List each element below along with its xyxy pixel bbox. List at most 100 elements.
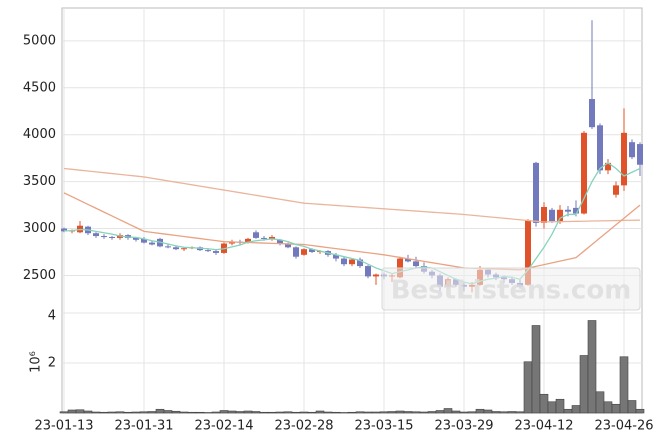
candle-body <box>61 228 67 232</box>
volume-bar <box>531 325 541 414</box>
volume-bar <box>619 356 629 414</box>
volume-bar <box>419 411 429 414</box>
volume-bar <box>411 411 421 414</box>
volume-bar <box>611 403 621 414</box>
watermark: BestListens.com <box>381 267 641 311</box>
volume-bar <box>107 411 117 414</box>
y-tick-label: 4 <box>48 309 56 324</box>
y-tick-label: 2 <box>48 356 56 371</box>
moving-average-line <box>63 167 641 223</box>
volume-scale-label: 10⁶ <box>29 351 44 373</box>
volume-bar <box>339 412 349 414</box>
candle-body <box>533 162 539 223</box>
volume-bar <box>555 398 565 414</box>
candle-body <box>149 242 155 245</box>
candle-body <box>573 207 579 214</box>
candle-body <box>605 162 611 171</box>
volume-bar <box>115 411 125 414</box>
volume-bar <box>91 411 101 414</box>
candle-body <box>101 236 107 238</box>
volume-bar <box>347 411 357 414</box>
volume-bar <box>299 411 309 414</box>
volume-bar <box>539 393 549 414</box>
volume-bar <box>83 410 93 414</box>
candle-body <box>213 251 219 253</box>
volume-bar <box>443 408 453 414</box>
volume-bar <box>155 408 165 414</box>
candle-body <box>253 232 259 238</box>
candle-body <box>277 239 283 244</box>
volume-bar <box>435 410 445 414</box>
candle-body <box>93 233 99 237</box>
volume-bar <box>315 410 325 414</box>
volume-bar <box>67 409 77 414</box>
volume-bar <box>579 355 589 414</box>
volume-bar <box>251 411 261 414</box>
candle-body <box>165 246 171 248</box>
y-tick-label: 5000 <box>23 33 56 48</box>
volume-bar <box>451 410 461 414</box>
volume-bar <box>355 411 365 414</box>
volume-bar <box>395 410 405 414</box>
x-tick-label: 23-01-13 <box>34 419 93 434</box>
moving-average-line <box>63 162 641 285</box>
candle-body <box>637 144 643 165</box>
x-tick-label: 23-04-26 <box>594 419 653 434</box>
volume-bar <box>563 408 573 414</box>
candle-body <box>229 241 235 244</box>
x-tick-label: 23-01-31 <box>114 419 173 434</box>
candle-body <box>173 247 179 250</box>
volume-bar <box>275 411 285 414</box>
candle-body <box>205 250 211 252</box>
candle-body <box>413 261 419 267</box>
volume-bar <box>235 411 245 414</box>
volume-bar <box>635 408 645 414</box>
volume-bar <box>483 409 493 414</box>
volume-bar <box>603 401 613 414</box>
volume-bar <box>571 405 581 414</box>
volume-bar <box>99 411 109 414</box>
x-tick-label: 23-03-29 <box>434 419 493 434</box>
volume-bar <box>499 411 509 414</box>
candle-body <box>541 206 547 223</box>
volume-bar <box>523 361 533 414</box>
volume-bar <box>123 411 133 414</box>
watermark-box <box>381 267 641 311</box>
volume-bar <box>307 411 317 414</box>
candle-body <box>285 243 291 248</box>
candle-body <box>621 132 627 186</box>
volume-bar <box>267 411 277 414</box>
volume-bar <box>291 411 301 414</box>
volume-bar <box>595 391 605 414</box>
candle-body <box>301 249 307 255</box>
candle-body <box>333 254 339 259</box>
x-tick-label: 23-02-28 <box>274 419 333 434</box>
volume-bar <box>195 411 205 414</box>
volume-bar <box>227 410 237 414</box>
volume-bar <box>131 411 141 414</box>
volume-bar <box>371 411 381 414</box>
candle-body <box>629 142 635 158</box>
x-tick-label: 23-03-15 <box>354 419 413 434</box>
candle-body <box>269 236 275 239</box>
volume-bar <box>187 411 197 414</box>
volume-bar <box>219 410 229 414</box>
x-tick-label: 23-02-14 <box>194 419 253 434</box>
candle-body <box>141 238 147 243</box>
candle-body <box>565 209 571 212</box>
volume-bar <box>203 412 213 414</box>
volume-bar <box>379 411 389 414</box>
volume-bar <box>243 410 253 414</box>
volume-bar <box>387 411 397 414</box>
candle-body <box>341 258 347 265</box>
volume-bar <box>547 401 557 414</box>
volume-bar <box>259 411 269 414</box>
candle-body <box>549 209 555 222</box>
volume-bar <box>179 411 189 414</box>
candle-body <box>309 249 315 252</box>
candle-body <box>557 209 563 222</box>
candle-body <box>373 274 379 277</box>
y-tick-label: 3500 <box>23 174 56 189</box>
candle-body <box>109 236 115 238</box>
